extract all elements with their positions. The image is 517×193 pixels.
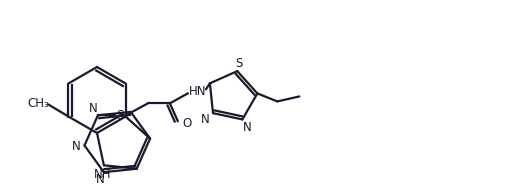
Text: HN: HN	[189, 85, 207, 98]
Text: CH₃: CH₃	[27, 97, 49, 110]
Text: N: N	[242, 121, 251, 134]
Text: O: O	[183, 117, 191, 130]
Text: N: N	[89, 102, 98, 115]
Text: S: S	[116, 109, 124, 122]
Text: N: N	[72, 140, 81, 153]
Text: NH: NH	[94, 168, 112, 181]
Text: N: N	[201, 113, 210, 126]
Text: S: S	[235, 57, 243, 70]
Text: N: N	[96, 173, 105, 186]
